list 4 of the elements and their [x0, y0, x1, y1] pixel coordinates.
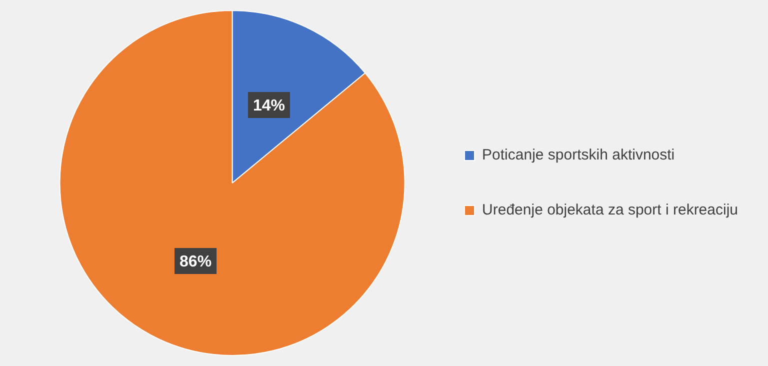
legend-label: Poticanje sportskih aktivnosti	[482, 146, 675, 164]
legend-label: Uređenje objekata za sport i rekreaciju	[482, 202, 738, 219]
data-label: 86%	[180, 253, 212, 270]
data-label: 14%	[252, 97, 286, 114]
